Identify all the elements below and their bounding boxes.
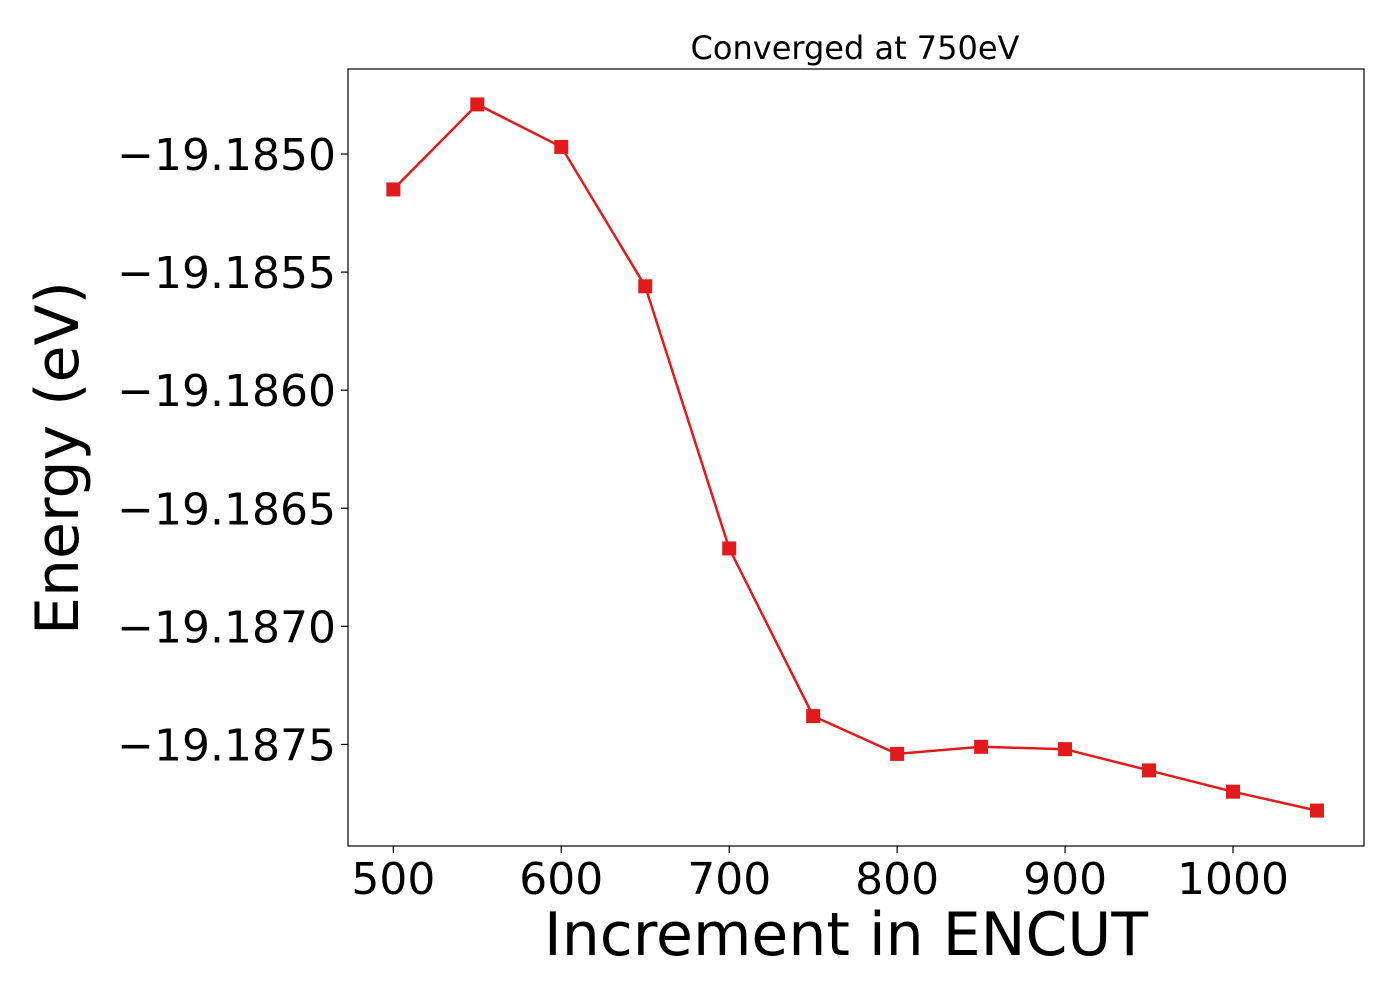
data-point-marker: [470, 97, 485, 112]
data-point-marker: [1142, 763, 1157, 778]
series-group: [386, 97, 1324, 818]
y-tick-label: −19.1860: [117, 366, 336, 417]
data-point-marker: [554, 139, 569, 154]
y-tick-label: −19.1850: [117, 130, 336, 181]
x-tick-label: 700: [687, 854, 771, 905]
plot-area-frame: [347, 68, 1365, 847]
y-axis: −19.1850 −19.1855 −19.1860 −19.1865 −19.1870…: [117, 130, 348, 771]
data-point-marker: [386, 182, 401, 197]
data-point-marker: [1309, 803, 1324, 818]
x-tick-label: 600: [519, 854, 603, 905]
series-line: [392, 102, 1318, 812]
y-axis-label: Energy (eV): [23, 281, 93, 635]
data-point-marker: [1226, 784, 1241, 799]
data-point-marker: [638, 279, 653, 294]
x-tick-label: 900: [1023, 854, 1107, 905]
data-point-marker: [1058, 742, 1073, 757]
x-axis: 500 600 700 800 900 1000: [351, 846, 1289, 905]
y-tick-label: −19.1855: [117, 248, 336, 299]
chart-title: Converged at 750eV: [691, 29, 1020, 67]
data-point-marker: [890, 746, 905, 761]
x-axis-label: Increment in ENCUT: [544, 900, 1148, 970]
data-point-marker: [806, 709, 821, 724]
y-tick-label: −19.1875: [117, 720, 336, 771]
x-tick-label: 500: [351, 854, 435, 905]
x-tick-label: 800: [855, 854, 939, 905]
y-tick-label: −19.1865: [117, 484, 336, 535]
x-tick-label: 1000: [1177, 854, 1289, 905]
data-point-marker: [974, 739, 989, 754]
y-tick-label: −19.1870: [117, 602, 336, 653]
data-point-marker: [722, 541, 737, 556]
